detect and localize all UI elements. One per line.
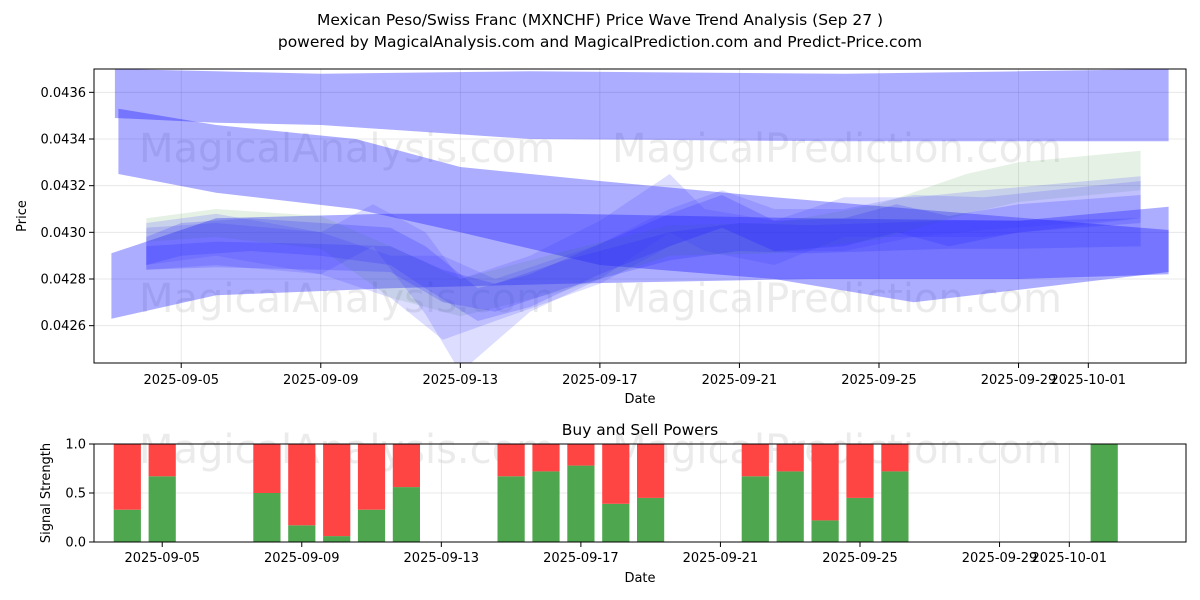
main-x-tick-label: 2025-09-21 <box>702 373 778 388</box>
sell-bar <box>602 444 630 504</box>
power-y-tick-label: 0.0 <box>65 536 86 551</box>
power-x-tick-label: 2025-10-01 <box>1032 551 1108 566</box>
main-x-axis-label: Date <box>624 392 655 407</box>
power-x-tick-label: 2025-09-09 <box>264 551 340 566</box>
main-y-tick-label: 0.0432 <box>41 179 87 194</box>
sell-bar <box>392 444 420 488</box>
wave-band-4 <box>146 150 1141 317</box>
main-y-tick-label: 0.0428 <box>41 273 87 288</box>
wave-band-2 <box>118 108 1169 303</box>
sell-bar <box>846 444 874 498</box>
sell-bar <box>776 444 804 472</box>
wave-band-1 <box>114 69 1169 142</box>
power-chart-title: Buy and Sell Powers <box>562 421 719 439</box>
power-x-tick-label: 2025-09-17 <box>543 551 619 566</box>
buy-bar <box>811 520 839 542</box>
watermark-bottom-left: MagicalAnalysis.com <box>139 276 555 322</box>
wave-band-6 <box>146 181 1141 340</box>
wave-bands <box>111 69 1169 363</box>
buy-bar <box>148 476 176 542</box>
power-x-axis-label: Date <box>624 571 655 586</box>
main-x-tick-label: 2025-09-09 <box>283 373 359 388</box>
sell-bar <box>253 444 281 493</box>
sell-bar <box>811 444 839 521</box>
main-y-ticks: 0.0426 0.0428 0.0430 0.0432 0.0434 0.0436 <box>41 86 94 334</box>
buy-bar <box>288 525 316 542</box>
buy-bar <box>253 493 281 542</box>
sell-bar <box>148 444 176 477</box>
buy-bar <box>741 476 769 542</box>
sell-bar <box>881 444 909 472</box>
price-wave-plot: MagicalAnalysis.com MagicalPrediction.co… <box>15 68 1187 407</box>
buy-bar <box>637 497 665 542</box>
main-y-tick-label: 0.0436 <box>41 86 87 101</box>
wave-band-7 <box>146 195 1141 321</box>
watermark-bottom-right: MagicalPrediction.com <box>612 276 1062 322</box>
main-gridlines <box>94 69 1186 363</box>
sell-bar <box>323 444 351 537</box>
buy-bar <box>323 536 351 542</box>
buy-bar <box>1090 444 1118 542</box>
sell-bar <box>567 444 595 466</box>
wave-band-5 <box>146 174 1141 363</box>
watermark-top-right: MagicalPrediction.com <box>612 126 1062 172</box>
buy-bar <box>567 465 595 542</box>
power-y-axis-label: Signal Strength <box>39 443 54 543</box>
wave-band-8 <box>146 218 1141 312</box>
power-x-tick-label: 2025-09-29 <box>962 551 1038 566</box>
main-plot-frame <box>93 68 1187 364</box>
main-y-tick-label: 0.0430 <box>41 226 87 241</box>
power-x-tick-label: 2025-09-13 <box>404 551 480 566</box>
main-y-axis-label: Price <box>15 200 30 232</box>
sell-bar <box>497 444 525 477</box>
power-x-tick-label: 2025-09-05 <box>124 551 200 566</box>
main-x-tick-label: 2025-09-13 <box>423 373 499 388</box>
main-y-tick-label: 0.0434 <box>41 133 87 148</box>
buy-bar <box>776 471 804 542</box>
buy-bar <box>602 503 630 542</box>
power-y-tick-label: 1.0 <box>65 438 86 453</box>
power-x-tick-label: 2025-09-25 <box>822 551 898 566</box>
main-y-tick-label: 0.0426 <box>41 319 87 334</box>
main-x-ticks: 2025-09-05 2025-09-09 2025-09-13 2025-09-17… <box>143 363 1126 388</box>
main-x-tick-label: 2025-09-25 <box>841 373 917 388</box>
sell-bar <box>637 444 665 498</box>
power-y-ticks: 0.0 0.5 1.0 <box>65 438 94 551</box>
watermark-top-left: MagicalAnalysis.com <box>139 126 555 172</box>
sell-bar <box>741 444 769 477</box>
buy-bar <box>113 509 141 542</box>
buy-bar <box>532 471 560 542</box>
buy-bar <box>357 509 386 542</box>
sell-bar <box>288 444 316 526</box>
main-chart-subtitle: powered by MagicalAnalysis.com and Magic… <box>278 33 922 51</box>
main-x-tick-label: 2025-09-17 <box>562 373 638 388</box>
main-x-tick-label: 2025-09-05 <box>143 373 219 388</box>
buy-sell-plot: MagicalAnalysis.com MagicalPrediction.co… <box>39 427 1187 586</box>
buy-bar <box>846 497 874 542</box>
main-chart-title: Mexican Peso/Swiss Franc (MXNCHF) Price … <box>317 11 883 29</box>
power-x-tick-label: 2025-09-21 <box>683 551 759 566</box>
wave-band-3 <box>111 206 1169 319</box>
buy-bar <box>881 471 909 542</box>
power-bars <box>113 444 1118 542</box>
main-x-tick-label: 2025-10-01 <box>1051 373 1127 388</box>
main-x-tick-label: 2025-09-29 <box>981 373 1057 388</box>
main-watermarks: MagicalAnalysis.com MagicalPrediction.co… <box>139 126 1062 322</box>
power-y-tick-label: 0.5 <box>65 487 86 502</box>
sell-bar <box>357 444 386 510</box>
sell-bar <box>113 444 141 510</box>
wave-band-group <box>111 69 1169 363</box>
sell-bar <box>532 444 560 472</box>
power-x-ticks: 2025-09-05 2025-09-09 2025-09-13 2025-09-17… <box>124 542 1107 566</box>
buy-bar <box>497 476 525 542</box>
buy-bar <box>392 487 420 542</box>
